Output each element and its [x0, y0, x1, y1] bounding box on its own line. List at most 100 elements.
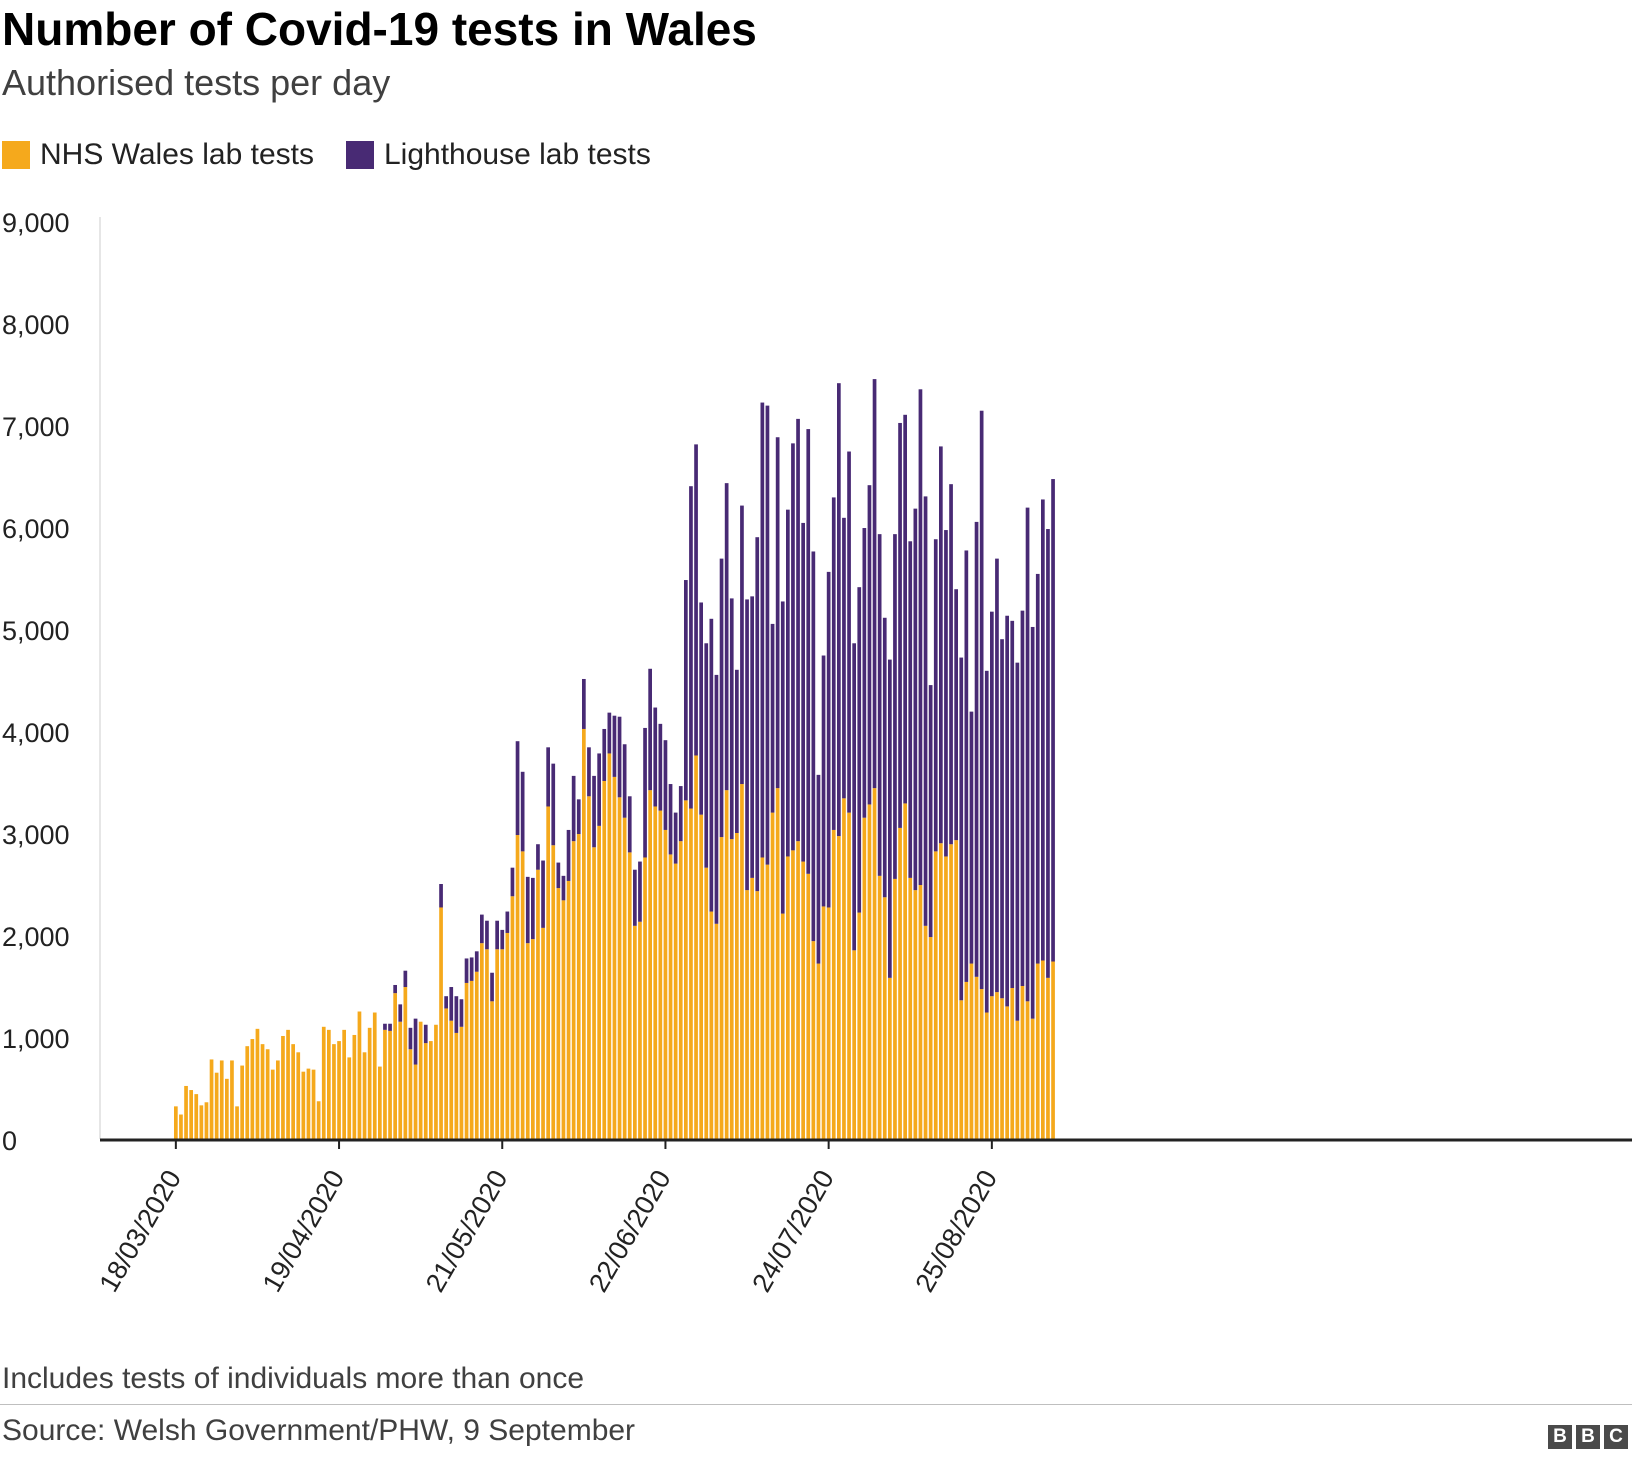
- bar-lighthouse: [694, 444, 698, 756]
- bar-nhs: [638, 921, 642, 1139]
- bar-nhs: [444, 1008, 448, 1139]
- source-text: Source: Welsh Government/PHW, 9 Septembe…: [2, 1414, 636, 1447]
- bar-lighthouse: [454, 996, 459, 1033]
- bar-nhs: [831, 829, 836, 1139]
- bar-lighthouse: [515, 741, 520, 836]
- bar-nhs: [933, 851, 938, 1139]
- bar-lighthouse: [627, 796, 632, 853]
- bar-nhs: [352, 1034, 357, 1139]
- bar-nhs: [500, 949, 505, 1139]
- bar-lighthouse: [714, 674, 719, 924]
- bar-nhs: [582, 728, 586, 1139]
- bar-lighthouse: [566, 829, 571, 881]
- x-tick-label: 18/03/2020: [93, 1165, 187, 1297]
- bar-nhs: [1010, 988, 1015, 1139]
- bar-nhs: [367, 1027, 372, 1139]
- bar-nhs: [240, 1065, 244, 1139]
- bar-lighthouse: [831, 497, 836, 830]
- bar-nhs: [862, 817, 867, 1139]
- bar-nhs: [413, 1064, 418, 1139]
- bar-nhs: [250, 1039, 255, 1139]
- bar-lighthouse: [408, 1027, 413, 1050]
- bar-lighthouse: [775, 437, 780, 789]
- bar-lighthouse: [541, 860, 545, 928]
- bar-nhs: [566, 880, 571, 1139]
- bar-nhs: [668, 854, 673, 1139]
- bar-nhs: [235, 1106, 239, 1139]
- bar-nhs: [520, 851, 525, 1139]
- bar-lighthouse: [393, 984, 397, 994]
- bar-lighthouse: [913, 508, 918, 891]
- bar-nhs: [474, 971, 479, 1139]
- bar-nhs: [286, 1029, 290, 1139]
- bar-lighthouse: [480, 914, 484, 944]
- legend-item-lighthouse: Lighthouse lab tests: [345, 138, 651, 172]
- bbc-logo-letter: B: [1548, 1425, 1572, 1449]
- bar-nhs: [276, 1060, 280, 1139]
- bar-lighthouse: [536, 844, 540, 870]
- bar-lighthouse: [485, 920, 489, 950]
- bar-nhs: [974, 976, 979, 1139]
- bar-lighthouse: [505, 911, 510, 933]
- bar-lighthouse: [821, 655, 826, 907]
- bar-nhs: [729, 839, 734, 1139]
- bar-nhs: [780, 913, 785, 1139]
- bar-nhs: [801, 861, 805, 1139]
- bar-nhs: [837, 836, 841, 1139]
- bar-nhs: [260, 1044, 265, 1139]
- bar-nhs: [418, 1021, 423, 1139]
- legend-swatch-nhs: [2, 141, 30, 169]
- bar-lighthouse: [944, 530, 948, 857]
- bar-nhs: [898, 827, 902, 1139]
- bar-lighthouse: [898, 422, 902, 828]
- bar-nhs: [515, 835, 520, 1139]
- bar-nhs: [449, 1020, 454, 1139]
- bar-lighthouse: [826, 571, 831, 908]
- bar-lighthouse: [597, 753, 601, 826]
- bar-lighthouse: [678, 786, 683, 842]
- bar-nhs: [719, 837, 724, 1139]
- bar-nhs: [587, 796, 591, 1139]
- bar-nhs: [658, 810, 663, 1139]
- bar-lighthouse: [882, 617, 887, 898]
- bar-nhs: [826, 907, 831, 1139]
- bar-nhs: [1000, 998, 1004, 1139]
- bar-lighthouse: [964, 550, 969, 982]
- bar-lighthouse: [1015, 662, 1020, 1021]
- bar-lighthouse: [877, 534, 882, 876]
- bar-nhs: [882, 897, 887, 1139]
- bar-lighthouse: [684, 580, 688, 801]
- bar-lighthouse: [500, 929, 505, 950]
- bar-nhs: [663, 829, 668, 1139]
- bar-nhs: [189, 1090, 193, 1139]
- bar-lighthouse: [867, 485, 872, 805]
- bar-lighthouse: [576, 799, 581, 835]
- bar-lighthouse: [923, 496, 928, 926]
- bar-nhs: [923, 925, 928, 1139]
- bar-nhs: [770, 812, 775, 1139]
- bar-nhs: [245, 1046, 250, 1139]
- bar-lighthouse: [811, 551, 816, 942]
- bar-nhs: [1005, 1006, 1009, 1139]
- bar-nhs: [1051, 961, 1055, 1139]
- bar-nhs: [903, 803, 907, 1139]
- bar-nhs: [505, 932, 510, 1139]
- bar-nhs: [255, 1028, 260, 1139]
- bar-lighthouse: [1035, 573, 1040, 964]
- bar-nhs: [561, 900, 566, 1139]
- bar-nhs: [643, 857, 647, 1139]
- bbc-logo-letter: C: [1604, 1425, 1628, 1449]
- bar-lighthouse: [933, 539, 938, 852]
- bar-lighthouse: [755, 537, 760, 892]
- bar-nhs: [709, 911, 714, 1139]
- bar-lighthouse: [622, 744, 627, 818]
- bar-nhs: [536, 869, 540, 1139]
- bar-nhs: [750, 877, 754, 1139]
- bar-lighthouse: [796, 418, 800, 842]
- bar-lighthouse: [1041, 499, 1045, 961]
- bar-nhs: [984, 1012, 989, 1139]
- bar-nhs: [464, 982, 469, 1139]
- bar-nhs: [378, 1066, 382, 1139]
- bar-nhs: [633, 925, 637, 1139]
- bar-lighthouse: [444, 996, 448, 1009]
